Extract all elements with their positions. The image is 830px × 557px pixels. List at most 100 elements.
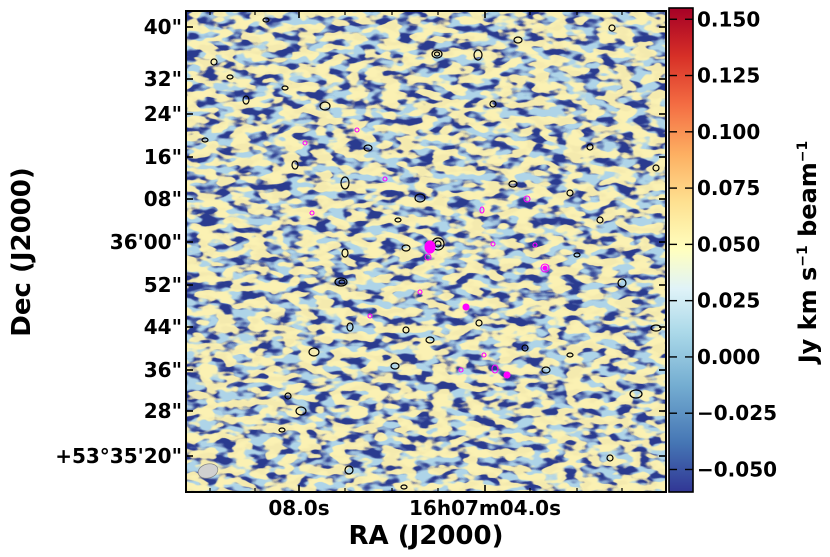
contour-black (401, 244, 411, 252)
contour-black (278, 427, 286, 433)
contour-magenta (424, 253, 432, 261)
contour-black (573, 252, 581, 258)
contour-magenta (490, 241, 496, 247)
contour-black (431, 49, 443, 59)
contour-magenta (354, 127, 360, 133)
contour-black (650, 324, 662, 332)
contour-magenta (424, 240, 436, 254)
contour-black (586, 143, 594, 151)
beam-ellipse (197, 463, 219, 479)
colorbar-tick-label: 0.100 (697, 120, 760, 144)
colorbar-tick-label: −0.050 (697, 457, 777, 481)
y-tick-label: 44" (144, 315, 182, 339)
contour-black (606, 454, 614, 462)
contour-black-inner (434, 240, 442, 248)
y-tick-label: 08" (144, 187, 182, 211)
y-tick-label: 24" (144, 102, 182, 126)
contour-magenta (503, 371, 511, 379)
y-tick-label: +53°35'20" (55, 444, 182, 468)
contour-black (308, 347, 320, 357)
colorbar-label: Jy km s−1 beam−1 (794, 141, 822, 366)
contour-black (652, 164, 660, 172)
contour-black (295, 406, 307, 416)
y-tick-label: 32" (144, 67, 182, 91)
contour-magenta (302, 140, 308, 146)
contour-magenta (309, 210, 315, 216)
colorbar-tick-label: 0.000 (697, 345, 760, 369)
x-tick-label: 16h07m04.0s (409, 496, 561, 520)
contour-black (513, 36, 523, 44)
y-tick-label: 28" (144, 399, 182, 423)
contour-magenta (382, 176, 388, 182)
contour-black (402, 326, 410, 334)
y-tick-label: 40" (144, 15, 182, 39)
contour-black (284, 392, 292, 400)
contour-black (617, 278, 627, 288)
contour-magenta (481, 352, 487, 358)
colorbar (668, 7, 694, 493)
contour-black (394, 217, 402, 223)
contour-black (242, 95, 250, 105)
contour-black (489, 100, 497, 108)
contour-black (566, 352, 574, 358)
contour-magenta (540, 263, 550, 273)
contour-black (425, 336, 435, 344)
contour-black (334, 277, 348, 287)
colorbar-tick-label: 0.125 (697, 64, 760, 88)
contour-black (338, 279, 346, 285)
colorbar-tick-label: 0.075 (697, 176, 760, 200)
contour-black (566, 189, 574, 197)
contour-magenta (523, 195, 531, 203)
contour-magenta (491, 364, 499, 374)
contour-black (319, 101, 331, 111)
contour-black (226, 74, 234, 80)
contour-magenta (532, 242, 538, 248)
contour-black (281, 85, 289, 91)
contour-black (521, 344, 529, 352)
contour-magenta (542, 265, 548, 271)
contours-magenta (302, 127, 550, 379)
colorbar-tick-label: −0.025 (697, 401, 777, 425)
plot-frame (185, 10, 667, 493)
contour-black (291, 160, 299, 170)
x-axis-label: RA (J2000) (349, 521, 504, 551)
contour-magenta (417, 289, 423, 295)
contour-magenta (458, 367, 464, 373)
contour-magenta (479, 206, 485, 214)
y-tick-label: 36" (144, 358, 182, 382)
contour-black (541, 366, 551, 374)
contour-magenta (462, 303, 470, 311)
y-axis-label: Dec (J2000) (7, 167, 37, 336)
y-tick-label: 16" (144, 145, 182, 169)
contour-black (596, 216, 604, 224)
axes: 40" 32" 24" 16" 08" 36'00" 52" 44" 36" 28" +53°35'… (55, 11, 666, 520)
contour-black (346, 322, 354, 332)
contour-black (201, 137, 209, 143)
y-tick-label: 52" (144, 273, 182, 297)
contour-black (608, 24, 616, 32)
contour-black (262, 17, 270, 23)
contour-black-inner (433, 51, 441, 57)
colorbar-tick-label: 0.025 (697, 289, 760, 313)
colorbar-ticks: 0.150 0.125 0.100 0.075 0.050 0.025 0.000 −0.02… (669, 7, 777, 481)
contour-black (400, 484, 408, 490)
y-tick-label: 36'00" (110, 230, 182, 254)
colorbar-tick-label: 0.150 (697, 7, 760, 31)
x-tick-label: 08.0s (268, 496, 329, 520)
contour-black (508, 180, 518, 188)
contour-black (475, 319, 483, 327)
contour-black (390, 362, 400, 370)
contour-black (341, 248, 349, 258)
contour-black (344, 465, 354, 475)
contour-magenta (367, 313, 373, 319)
contour-black (210, 58, 218, 66)
contour-black (340, 176, 350, 190)
contours-black (201, 17, 662, 490)
contour-black (414, 193, 426, 203)
contour-black (473, 49, 483, 61)
colorbar-tick-label: 0.050 (697, 232, 760, 256)
map-image (186, 11, 666, 492)
contour-black (629, 389, 643, 399)
contour-black (363, 144, 373, 152)
